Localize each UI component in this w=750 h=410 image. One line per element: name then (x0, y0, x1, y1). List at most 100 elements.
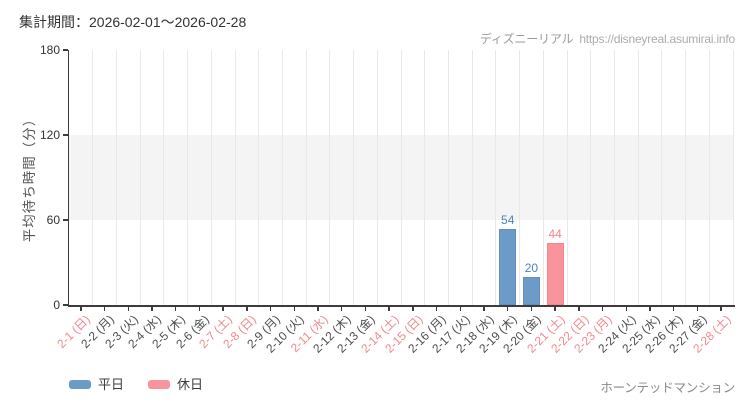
legend-label: 休日 (177, 377, 204, 392)
x-tick-label: 2-17 (火) (429, 312, 473, 356)
x-tick-mark (388, 306, 390, 311)
x-tick-label: 2-6 (金) (172, 312, 212, 351)
legend-item-weekday[interactable]: 平日 (69, 378, 124, 391)
bar[interactable] (546, 242, 564, 305)
gridline (163, 50, 165, 305)
plot-area (69, 50, 734, 305)
x-tick-mark (317, 306, 319, 311)
x-tick-mark (198, 306, 201, 311)
attraction-name: ホーンテッドマンション (600, 381, 735, 395)
gridline (590, 50, 592, 305)
x-tick-label: 2-1 (日) (54, 312, 94, 351)
gridline (234, 50, 236, 305)
x-tick-mark (578, 306, 580, 311)
legend-swatch-holiday (148, 380, 171, 389)
x-tick-label: 2-2 (月) (78, 312, 117, 351)
x-tick-mark (412, 306, 414, 311)
x-tick-label: 2-3 (火) (101, 312, 141, 351)
gridline (329, 50, 331, 305)
legend: 平日 休日 (69, 378, 203, 391)
x-tick-label: 2-10 (火) (263, 312, 307, 356)
x-tick-mark (293, 306, 296, 311)
bar[interactable] (499, 228, 517, 305)
x-tick-mark (506, 306, 509, 311)
x-axis-line (67, 305, 735, 307)
gridline (566, 50, 568, 305)
x-tick-label: 2-22 (日) (547, 312, 592, 356)
x-tick-label: 2-5 (木) (149, 312, 188, 351)
period-label: 集計期間：2026-02-01～2026-02-28 (19, 14, 247, 30)
x-tick-label: 2-13 (金) (334, 312, 378, 356)
gridline (542, 50, 544, 305)
x-tick-mark (222, 306, 224, 311)
x-tick-label: 2-25 (水) (618, 312, 663, 356)
legend-label: 平日 (98, 377, 125, 392)
bar[interactable] (522, 276, 540, 305)
gridline (637, 50, 639, 305)
gridline (139, 50, 141, 305)
gridline (305, 50, 307, 305)
x-tick-label: 2-28 (土) (689, 312, 734, 356)
x-tick-mark (364, 306, 367, 311)
x-tick-mark (269, 306, 272, 311)
gridline (376, 50, 378, 305)
x-tick-mark (174, 306, 177, 311)
x-tick-label: 2-9 (月) (244, 312, 283, 351)
source-line: ディズニーリアル https://disneyreal.asumirai.info (480, 30, 735, 47)
gridline (210, 50, 212, 305)
gridline (732, 50, 734, 305)
gridline (447, 50, 449, 305)
x-tick-mark (127, 306, 130, 311)
source-url: https://disneyreal.asumirai.info (579, 32, 735, 46)
legend-item-holiday[interactable]: 休日 (148, 378, 203, 391)
y-axis-line (67, 50, 69, 307)
x-tick-label: 2-26 (木) (642, 312, 686, 356)
x-tick-label: 2-4 (水) (125, 312, 165, 351)
x-tick-mark (696, 306, 699, 311)
x-tick-label: 2-19 (木) (476, 312, 520, 356)
x-tick-label: 2-20 (金) (500, 312, 544, 356)
y-tick-label: 0 (53, 298, 60, 312)
x-tick-mark (80, 306, 82, 311)
x-tick-mark (459, 306, 462, 311)
gridline (708, 50, 710, 305)
x-tick-mark (246, 306, 248, 311)
x-tick-label: 2-24 (火) (595, 312, 639, 356)
x-tick-mark (601, 306, 604, 311)
x-tick-mark (554, 306, 556, 311)
x-tick-label: 2-8 (日) (220, 312, 260, 351)
gridline (685, 50, 687, 305)
source-brand: ディズニーリアル (479, 32, 574, 46)
gridline (661, 50, 663, 305)
x-tick-label: 2-18 (水) (452, 312, 497, 356)
gridline (353, 50, 355, 305)
x-tick-mark (483, 306, 485, 311)
x-tick-mark (649, 306, 651, 311)
x-tick-mark (340, 306, 343, 311)
x-tick-label: 2-14 (土) (357, 312, 402, 356)
gridline (495, 50, 497, 305)
gridline (92, 50, 94, 305)
x-tick-mark (435, 306, 438, 311)
gridline (115, 50, 117, 305)
gridline (258, 50, 260, 305)
x-tick-mark (530, 306, 533, 311)
x-tick-label: 2-16 (月) (405, 312, 449, 356)
x-tick-label: 2-21 (土) (523, 312, 568, 356)
x-tick-label: 2-12 (木) (310, 312, 354, 356)
x-tick-mark (625, 306, 628, 311)
x-tick-mark (720, 306, 722, 311)
x-tick-mark (103, 306, 106, 311)
x-tick-label: 2-15 (日) (381, 312, 426, 356)
gridline (400, 50, 402, 305)
x-tick-label: 2-23 (月) (571, 312, 615, 356)
gridline (471, 50, 473, 305)
x-tick-mark (672, 306, 675, 311)
x-tick-label: 2-11 (水) (287, 312, 331, 356)
y-axis-title: 平均待ち時間（分） (22, 111, 37, 243)
gridline (613, 50, 615, 305)
y-tick-label: 180 (39, 43, 60, 57)
x-tick-mark (151, 306, 153, 311)
gridline (519, 50, 521, 305)
legend-swatch-weekday (69, 380, 91, 389)
